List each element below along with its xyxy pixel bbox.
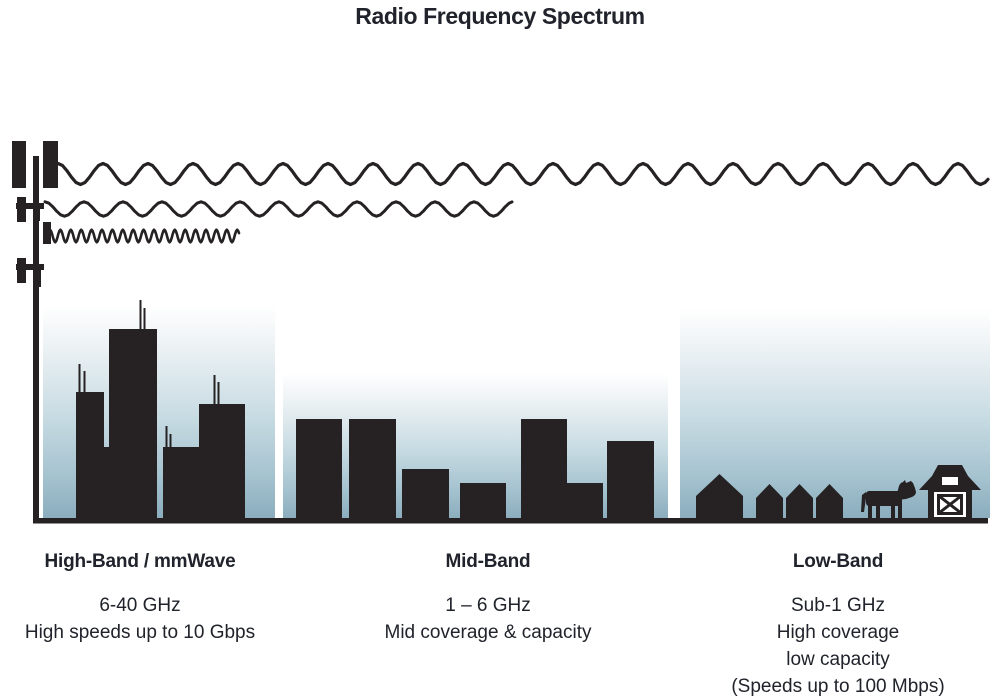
low-band-title: Low-Band (792, 551, 884, 572)
high-band-title: High-Band / mmWave (44, 551, 236, 572)
rooftop-antennas (78, 300, 220, 448)
ground-line (33, 518, 988, 524)
house-icon (696, 474, 743, 520)
mid-band-buildings (296, 419, 654, 520)
house-icon (786, 484, 813, 520)
cell-tower-icon (12, 141, 58, 520)
low-band-houses (696, 474, 843, 520)
house-icon (816, 484, 843, 520)
barn-icon (919, 465, 981, 520)
high-band-frequency: 6-40 GHz (99, 595, 181, 616)
mid-band-label: Mid-Band 1 – 6 GHz Mid coverage & capaci… (356, 548, 620, 646)
low-band-speed: (Speeds up to 100 Mbps) (731, 676, 945, 697)
low-band-label: Low-Band Sub-1 GHz High coverage low cap… (683, 548, 993, 700)
low-band-wave (56, 161, 990, 187)
high-band-label: High-Band / mmWave 6-40 GHz High speeds … (8, 548, 272, 646)
page-title: Radio Frequency Spectrum (355, 3, 645, 29)
high-band-skyscrapers (76, 300, 245, 520)
cow-icon (861, 480, 916, 518)
high-band-wave (48, 228, 241, 244)
spectrum-illustration (12, 141, 990, 524)
radio-waves (43, 161, 990, 244)
mid-band-wave (43, 200, 514, 218)
mid-band-title: Mid-Band (445, 551, 531, 572)
low-band-frequency: Sub-1 GHz (791, 595, 885, 616)
house-icon (756, 484, 783, 520)
low-band-coverage: High coverage (776, 622, 900, 643)
mid-band-description: Mid coverage & capacity (384, 622, 592, 643)
low-band-capacity: low capacity (786, 649, 890, 670)
mid-band-frequency: 1 – 6 GHz (445, 595, 531, 616)
high-band-description: High speeds up to 10 Gbps (24, 622, 256, 643)
